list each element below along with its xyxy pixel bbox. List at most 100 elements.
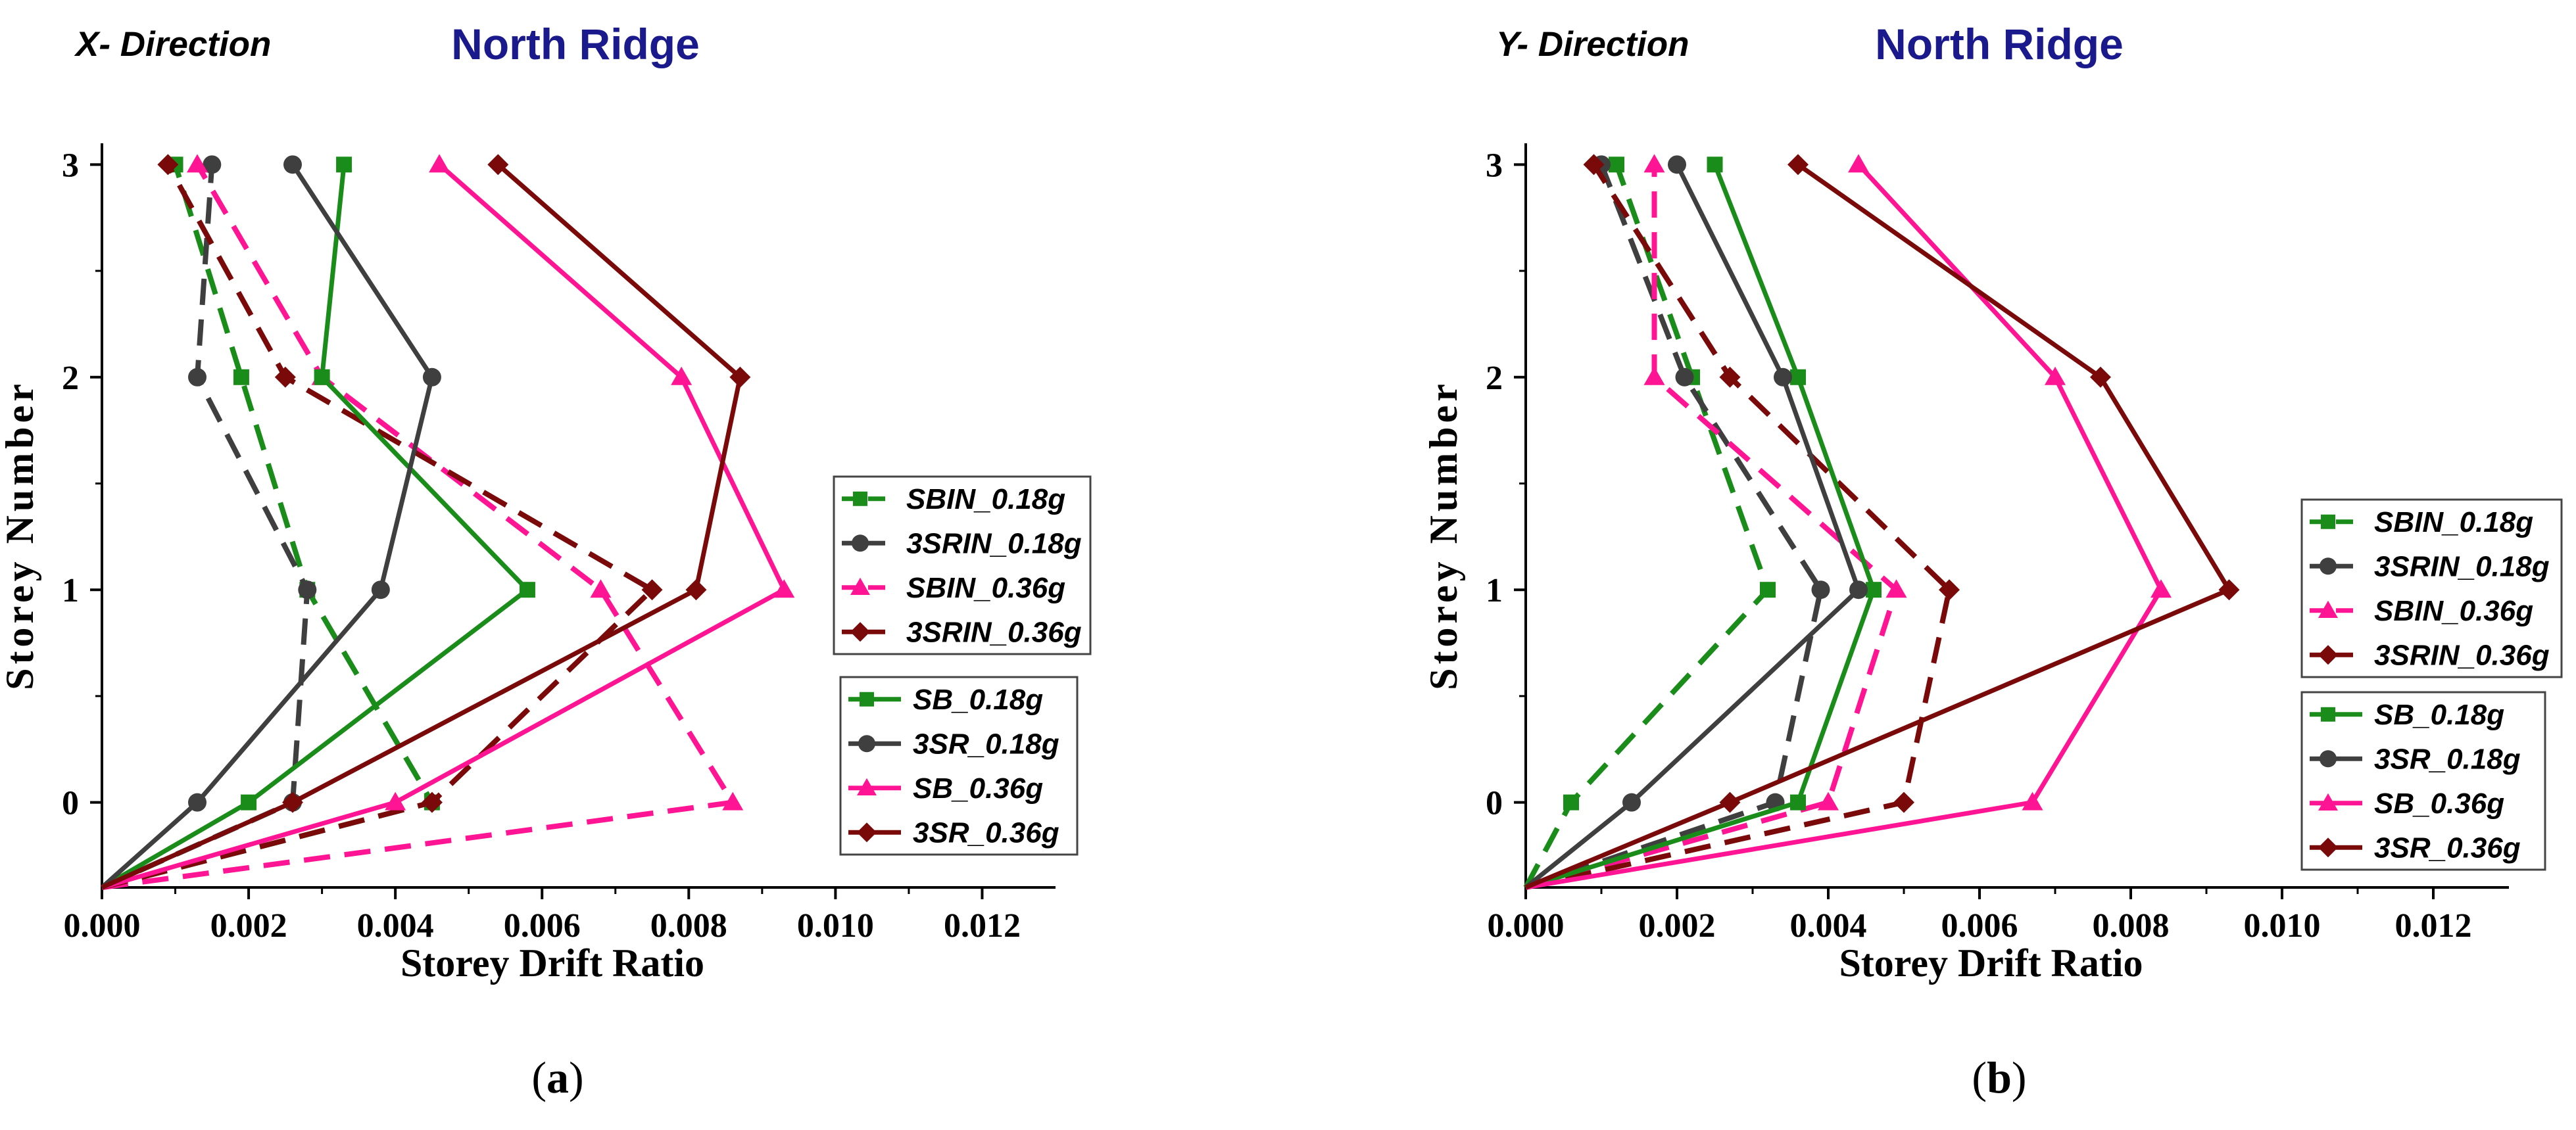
x-tick-label: 0.010 xyxy=(2244,907,2321,945)
data-point xyxy=(187,154,208,173)
legend-bare-b: SB_0.18g 3SR_0.18g SB_0.36g 3SR_0.36g xyxy=(2300,691,2546,871)
data-point xyxy=(487,154,509,176)
data-point xyxy=(233,369,249,385)
y-axis-ticks-b: 0 1 2 3 xyxy=(1486,147,1526,822)
legend-label: SBIN_0.36g xyxy=(2374,595,2533,627)
data-point xyxy=(1668,155,1686,174)
y-tick-label: 2 xyxy=(62,360,79,397)
x-tick-label: 0.012 xyxy=(944,907,1021,945)
data-point xyxy=(1707,156,1723,173)
series-line xyxy=(1524,162,2231,890)
series-layer-a xyxy=(100,154,795,890)
data-point xyxy=(2090,366,2111,388)
data-point xyxy=(283,155,302,174)
data-point xyxy=(1866,582,1882,598)
x-tick-label: 0.006 xyxy=(1941,907,2018,945)
plot-area-a: 0.000 0.002 0.004 0.006 0.008 0.010 0.012 0 1 2 3 xyxy=(62,143,1056,945)
legend-label: 3SR_0.18g xyxy=(913,728,1059,760)
data-point xyxy=(641,579,663,601)
data-point xyxy=(1787,154,1809,176)
x-tick-label: 0.004 xyxy=(1790,907,1867,945)
data-point xyxy=(1774,367,1792,387)
y-axis-label-b: Storey Number xyxy=(1422,380,1465,690)
data-point xyxy=(773,579,795,598)
legend-infill-a: SBIN_0.18g 3SRIN_0.18g SBIN_0.36g 3SRIN_0.3… xyxy=(833,475,1092,655)
x-tick-label: 0.008 xyxy=(2093,907,2170,945)
data-point xyxy=(203,155,222,174)
data-point xyxy=(1811,580,1830,600)
data-point xyxy=(1818,791,1839,811)
legend-marker xyxy=(857,778,877,795)
series-line xyxy=(101,162,742,890)
legend-label: SB_0.36g xyxy=(2374,788,2504,820)
legend-label: 3SRIN_0.18g xyxy=(906,527,1082,559)
series-line xyxy=(1525,162,2164,890)
series-line xyxy=(1524,163,1824,890)
panel-caption-a: (a) xyxy=(531,1052,583,1102)
data-point xyxy=(1609,156,1624,173)
series-line xyxy=(101,164,530,890)
legend-label: 3SRIN_0.36g xyxy=(2374,639,2550,671)
legend-frame xyxy=(2300,498,2563,678)
x-tick-label: 0.000 xyxy=(1488,907,1565,945)
legend-label: 3SR_0.18g xyxy=(2374,743,2521,775)
direction-label-b: Y- Direction xyxy=(1496,25,1689,64)
legend-marker xyxy=(2318,837,2338,858)
legend-marker xyxy=(2321,707,2335,722)
x-tick-label: 0.008 xyxy=(650,907,727,945)
y-tick-label: 1 xyxy=(1486,572,1503,609)
data-point xyxy=(385,791,406,811)
data-point xyxy=(2151,579,2172,598)
legend-frame xyxy=(839,676,1079,856)
series-line xyxy=(1525,163,1952,890)
legend-marker xyxy=(852,534,869,552)
data-point xyxy=(1643,154,1665,173)
panel-letter-b: b xyxy=(1987,1052,2012,1102)
data-point xyxy=(590,579,612,598)
series-line xyxy=(101,163,736,890)
x-tick-label: 0.010 xyxy=(797,907,874,945)
data-point xyxy=(1563,794,1579,811)
legend-marker xyxy=(860,692,874,707)
legend-marker xyxy=(2318,600,2338,618)
data-point xyxy=(241,794,257,811)
legend-label: SBIN_0.18g xyxy=(906,483,1065,515)
x-axis-label-b: Storey Drift Ratio xyxy=(1839,941,2143,985)
data-point xyxy=(298,580,317,600)
plot-area-b: 0.000 0.002 0.004 0.006 0.008 0.010 0.012 0 1 2 3 xyxy=(1486,143,2509,945)
series-line xyxy=(101,162,787,890)
data-point xyxy=(371,580,390,600)
data-point xyxy=(429,154,450,173)
legend-marker xyxy=(2321,514,2335,529)
legend-marker xyxy=(2318,645,2338,665)
x-tick-label: 0.006 xyxy=(504,907,581,945)
legend-frame xyxy=(833,475,1092,655)
x-axis-ticks-a: 0.000 0.002 0.004 0.006 0.008 0.010 0.012 xyxy=(64,887,1021,945)
y-tick-label: 0 xyxy=(1486,785,1503,822)
data-point xyxy=(1790,369,1806,385)
data-point xyxy=(1849,580,1868,600)
data-point xyxy=(685,579,707,601)
data-point xyxy=(1893,791,1914,813)
legend-bare-a: SB_0.18g 3SR_0.18g SB_0.36g 3SR_0.36g xyxy=(839,676,1079,856)
data-point xyxy=(188,793,207,812)
direction-label-a: X- Direction xyxy=(74,25,271,64)
y-tick-label: 3 xyxy=(62,147,79,184)
legend-label: SBIN_0.18g xyxy=(2374,506,2533,538)
series-line xyxy=(1524,164,1899,890)
data-point xyxy=(1622,793,1641,812)
data-point xyxy=(157,154,179,176)
y-tick-label: 1 xyxy=(62,572,79,609)
series-line xyxy=(100,163,435,889)
y-axis-ticks-a: 0 1 2 3 xyxy=(62,147,102,822)
data-point xyxy=(1885,579,1907,598)
legend-label: 3SRIN_0.36g xyxy=(906,616,1082,648)
x-axis-ticks-b: 0.000 0.002 0.004 0.006 0.008 0.010 0.012 xyxy=(1488,887,2472,945)
data-point xyxy=(671,366,693,385)
panel-b: Y- Direction North Ridge 0.000 0.002 0.004… xyxy=(1422,20,2563,1102)
data-point xyxy=(422,367,441,387)
legend-label: 3SR_0.36g xyxy=(2374,832,2521,864)
data-point xyxy=(1675,367,1694,387)
y-tick-label: 3 xyxy=(1486,147,1503,184)
